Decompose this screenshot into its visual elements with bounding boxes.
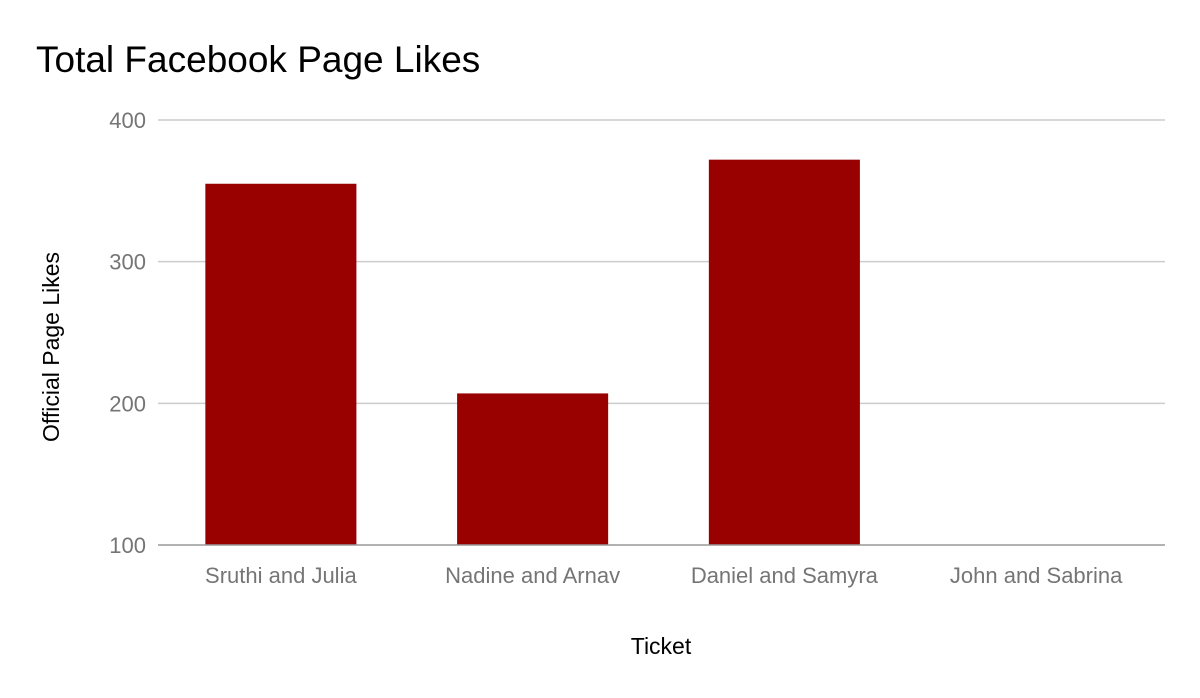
bars	[205, 159, 860, 545]
y-axis-ticks: 100 200 300 400	[109, 108, 146, 558]
x-axis-label: Ticket	[631, 633, 692, 659]
x-tick-label: John and Sabrina	[950, 563, 1123, 588]
bar	[205, 183, 357, 545]
y-tick-label: 400	[109, 108, 146, 133]
x-tick-label: Nadine and Arnav	[445, 563, 620, 588]
y-tick-label: 100	[109, 533, 146, 558]
y-tick-label: 300	[109, 250, 146, 275]
x-axis-ticks: Sruthi and Julia Nadine and Arnav Daniel a…	[205, 563, 1123, 588]
bar	[708, 159, 860, 545]
y-axis-label: Official Page Likes	[38, 252, 64, 442]
bar	[457, 393, 609, 545]
y-tick-label: 200	[109, 391, 146, 416]
chart-title: Total Facebook Page Likes	[36, 39, 480, 80]
x-tick-label: Daniel and Samyra	[691, 563, 879, 588]
x-tick-label: Sruthi and Julia	[205, 563, 357, 588]
